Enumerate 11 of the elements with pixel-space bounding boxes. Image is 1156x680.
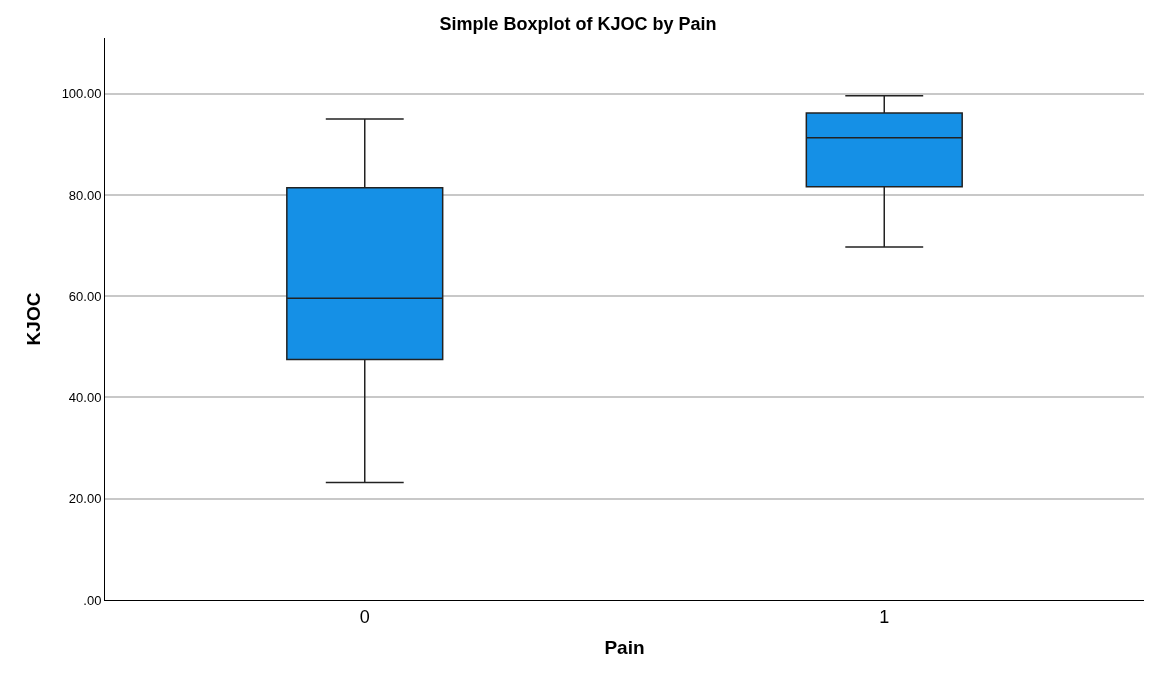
y-tick-label: 40.00 — [68, 390, 102, 406]
chart-title: Simple Boxplot of KJOC by Pain — [439, 13, 717, 34]
y-tick-label: 20.00 — [68, 491, 102, 507]
y-axis-title: KJOC — [23, 292, 45, 346]
x-axis-title: Pain — [604, 637, 645, 659]
x-tick-label: 0 — [359, 606, 370, 627]
y-tick-label: 60.00 — [68, 288, 102, 304]
x-tick-label: 1 — [879, 606, 890, 627]
y-tick-label: 100.00 — [61, 86, 102, 102]
y-tick-label: .00 — [83, 592, 102, 608]
y-tick-label: 80.00 — [68, 187, 102, 203]
